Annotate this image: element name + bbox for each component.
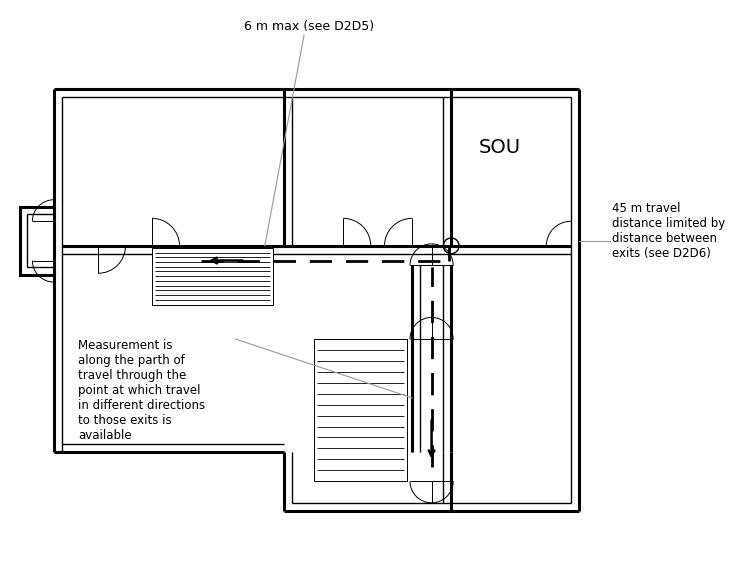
Bar — [20, 206, 54, 275]
Text: Measurement is
along the parth of
travel through the
point at which travel
in di: Measurement is along the parth of travel… — [79, 339, 206, 442]
Text: 45 m travel
distance limited by
distance between
exits (see D2D6): 45 m travel distance limited by distance… — [612, 202, 725, 260]
Bar — [152, 248, 273, 305]
Text: 6 m max (see D2D5): 6 m max (see D2D5) — [244, 20, 374, 33]
Bar — [314, 339, 407, 481]
Text: SOU: SOU — [479, 138, 521, 157]
